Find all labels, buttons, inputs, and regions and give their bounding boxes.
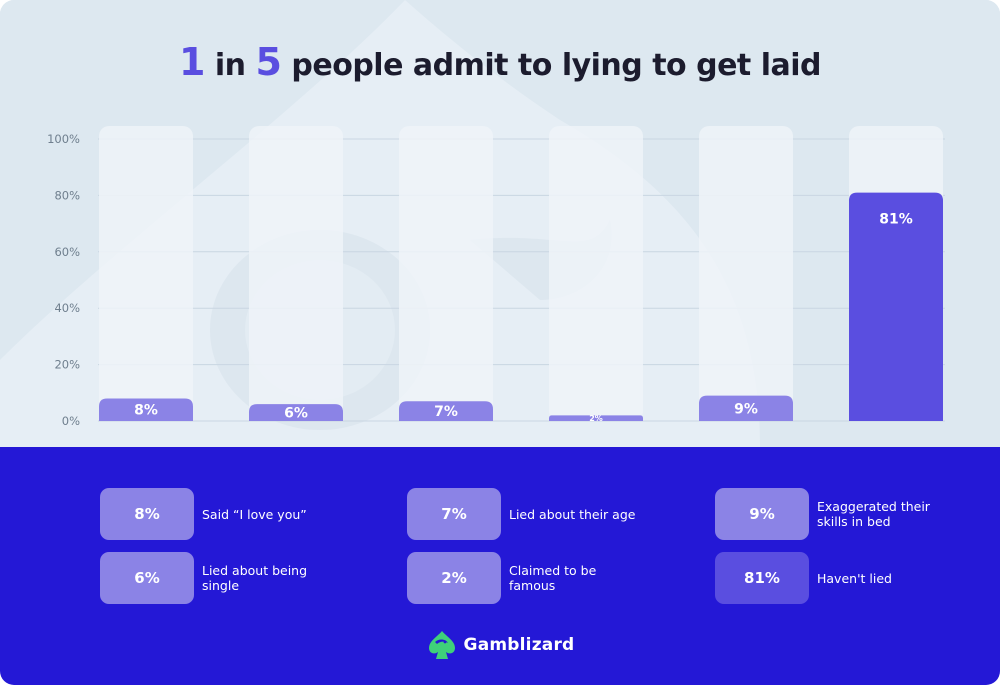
legend-label: Claimed to be famous: [509, 563, 597, 593]
y-tick-label: 100%: [47, 132, 80, 146]
chart-panel: 1 in 5 people admit to lying to get laid…: [0, 40, 1000, 428]
bar-data-label: 8%: [134, 403, 158, 419]
bar-chart: 0% 20% 40% 60% 80% 100% 8% 6% 7% 2% 9% 81%: [47, 126, 945, 428]
bar-data-label: 6%: [284, 406, 308, 422]
bar-data-label: 81%: [879, 212, 913, 228]
legend-value-box: 6%: [100, 552, 194, 604]
legend-value-box: 9%: [715, 488, 809, 540]
y-tick-label: 80%: [54, 188, 80, 202]
bar: [399, 401, 493, 421]
y-tick-label: 60%: [54, 245, 80, 259]
legend-value-box: 81%: [715, 552, 809, 604]
page-title: 1 in 5 people admit to lying to get laid: [0, 40, 1000, 84]
brand-name: Gamblizard: [463, 635, 575, 655]
brand-logo: Gamblizard: [0, 630, 1000, 660]
title-number-5: 5: [255, 40, 282, 84]
bar: [849, 192, 943, 421]
legend-label: Exaggerated their skills in bed: [817, 499, 930, 529]
legend-label: Lied about being single: [202, 563, 308, 593]
bar-data-label: 7%: [434, 404, 458, 420]
title-number-1: 1: [178, 40, 205, 84]
y-tick-label: 0%: [62, 414, 80, 428]
bar-track: [549, 126, 643, 421]
bar: [99, 398, 193, 421]
legend-label: Haven't lied: [817, 570, 892, 586]
y-tick-label: 40%: [54, 301, 80, 315]
y-tick-label: 20%: [54, 358, 80, 372]
bar: [549, 415, 643, 421]
bar-track: [399, 126, 493, 421]
bar: [699, 395, 793, 421]
lizard-spade-icon: [428, 631, 455, 659]
bar-track: [99, 126, 193, 421]
legend-value-box: 7%: [407, 488, 501, 540]
bar-track: [249, 126, 343, 421]
legend-value-box: 2%: [407, 552, 501, 604]
title-rest: people admit to lying to get laid: [291, 48, 821, 83]
legend-label: Said “I love you”: [202, 506, 307, 522]
bar: [249, 404, 343, 421]
bar-data-label: 2%: [589, 414, 603, 423]
title-word-in: in: [214, 48, 246, 83]
legend-panel: 8% Said “I love you” 7% Lied about their…: [0, 447, 1000, 685]
legend-label: Lied about their age: [509, 506, 636, 522]
bar-data-label: 9%: [734, 401, 758, 417]
bar-track: [699, 126, 793, 421]
legend-value-box: 8%: [100, 488, 194, 540]
